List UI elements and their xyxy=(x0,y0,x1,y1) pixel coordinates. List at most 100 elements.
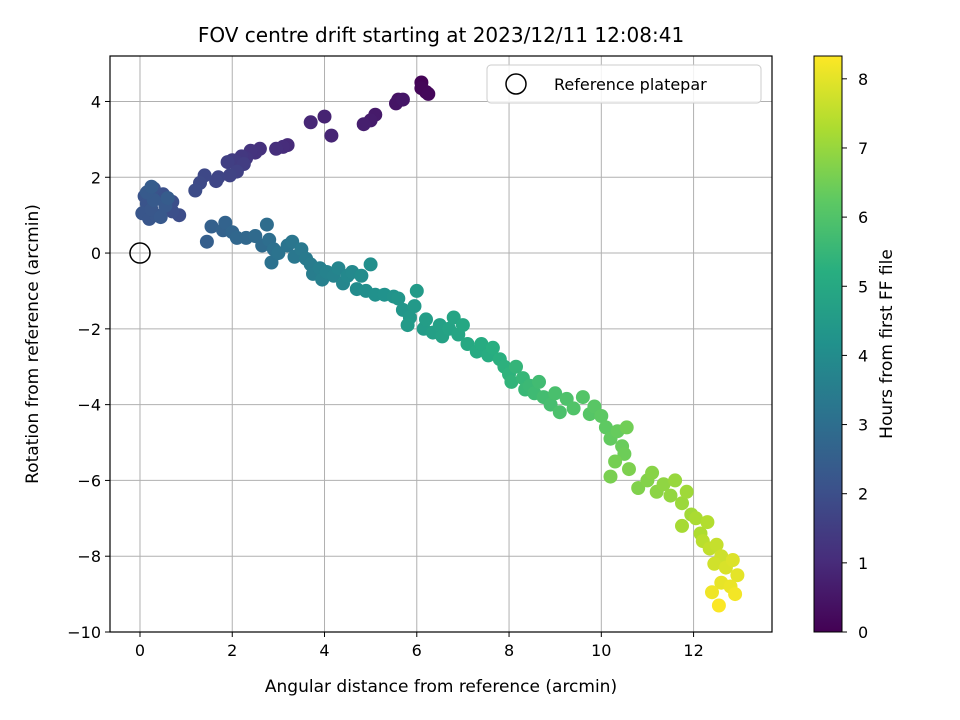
data-point xyxy=(566,401,581,416)
x-tick-label: 10 xyxy=(591,641,611,660)
data-point xyxy=(504,374,519,389)
data-point xyxy=(153,210,168,225)
data-point xyxy=(485,340,500,355)
data-point xyxy=(391,291,406,306)
data-point xyxy=(363,257,378,272)
data-point xyxy=(603,469,618,484)
x-tick-label: 0 xyxy=(135,641,145,660)
data-point xyxy=(409,283,424,298)
data-point xyxy=(617,446,632,461)
data-point xyxy=(700,515,715,530)
y-tick-label: 2 xyxy=(91,168,101,187)
data-point xyxy=(509,359,523,374)
reference-point-marker xyxy=(129,242,151,264)
y-tick-label: −4 xyxy=(77,396,101,415)
y-tick-label: −10 xyxy=(67,623,101,642)
legend-label: Reference platepar xyxy=(554,75,707,94)
data-point xyxy=(271,246,286,261)
data-point xyxy=(269,141,284,156)
data-point xyxy=(594,409,609,423)
data-point xyxy=(622,462,636,477)
colorbar: 0 1 2 3 4 5 6 7 8 Hours from first FF file xyxy=(813,55,897,642)
data-point xyxy=(331,261,346,276)
colorbar-gradient xyxy=(813,55,843,633)
y-axis-title: Rotation from reference (arcmin) xyxy=(23,204,43,484)
data-point xyxy=(400,318,415,333)
y-tick-label: 0 xyxy=(91,244,101,263)
data-point xyxy=(656,477,671,492)
data-point xyxy=(668,473,683,488)
data-point xyxy=(285,234,300,249)
x-axis-title: Angular distance from reference (arcmin) xyxy=(265,677,617,697)
data-point xyxy=(303,115,318,130)
colorbar-tick-label: 7 xyxy=(858,139,868,158)
chart-title: FOV centre drift starting at 2023/12/11 … xyxy=(198,23,684,47)
data-point xyxy=(730,568,745,583)
x-tick-label: 4 xyxy=(319,641,329,660)
y-tick-label: −2 xyxy=(77,320,101,339)
colorbar-tick-label: 4 xyxy=(858,346,868,365)
data-point xyxy=(711,598,726,613)
legend-marker-icon xyxy=(505,73,527,95)
data-point xyxy=(222,168,237,183)
data-point xyxy=(575,390,590,405)
data-point xyxy=(725,553,740,567)
data-point xyxy=(460,337,475,351)
data-point xyxy=(598,420,613,435)
colorbar-ticks: 0 1 2 3 4 5 6 7 8 xyxy=(842,70,868,642)
data-point xyxy=(532,374,546,389)
data-point xyxy=(707,556,722,571)
data-point xyxy=(209,174,224,189)
legend: Reference platepar xyxy=(486,64,762,104)
data-point xyxy=(709,537,724,552)
x-tick-label: 12 xyxy=(683,641,703,660)
data-point xyxy=(663,488,678,503)
axis-ticks: 0 2 4 6 8 10 12 −10 −8 −6 −4 −2 0 2 4 xyxy=(67,92,704,660)
data-point xyxy=(259,217,274,232)
x-tick-label: 6 xyxy=(412,641,422,660)
plot-frame xyxy=(109,55,773,633)
data-point xyxy=(407,299,422,314)
colorbar-tick-label: 5 xyxy=(858,277,868,296)
data-point xyxy=(317,109,332,124)
data-point xyxy=(645,465,660,480)
data-point xyxy=(631,481,646,495)
data-point xyxy=(728,587,743,602)
colorbar-tick-label: 0 xyxy=(858,623,868,642)
data-point xyxy=(705,585,719,600)
colorbar-tick-label: 2 xyxy=(858,485,868,504)
y-tick-label: −6 xyxy=(77,471,101,490)
colorbar-tick-label: 6 xyxy=(858,208,868,227)
data-point xyxy=(474,337,489,351)
data-point xyxy=(688,511,703,526)
x-tick-label: 8 xyxy=(504,641,514,660)
colorbar-title: Hours from first FF file xyxy=(877,249,897,439)
x-tick-label: 2 xyxy=(227,641,237,660)
legend-box xyxy=(486,64,762,104)
data-point xyxy=(675,496,689,511)
data-point xyxy=(395,92,410,107)
data-point xyxy=(144,179,159,194)
grid xyxy=(110,56,772,633)
data-point xyxy=(354,268,369,283)
data-point xyxy=(548,386,563,401)
data-point xyxy=(204,219,219,234)
colorbar-tick-label: 3 xyxy=(858,416,868,435)
data-point xyxy=(679,484,694,499)
data-point xyxy=(199,234,214,249)
data-point xyxy=(356,117,371,132)
data-point xyxy=(675,518,689,533)
data-point xyxy=(446,310,461,325)
y-tick-label: 4 xyxy=(91,92,101,111)
data-point xyxy=(419,312,433,327)
data-point xyxy=(619,420,634,435)
colorbar-tick-label: 8 xyxy=(858,70,868,89)
data-point xyxy=(160,191,175,206)
data-point xyxy=(552,405,567,420)
data-point xyxy=(608,454,623,469)
data-point xyxy=(455,318,470,333)
data-point xyxy=(421,86,436,101)
colorbar-tick-label: 1 xyxy=(858,554,868,573)
data-point xyxy=(188,183,203,198)
